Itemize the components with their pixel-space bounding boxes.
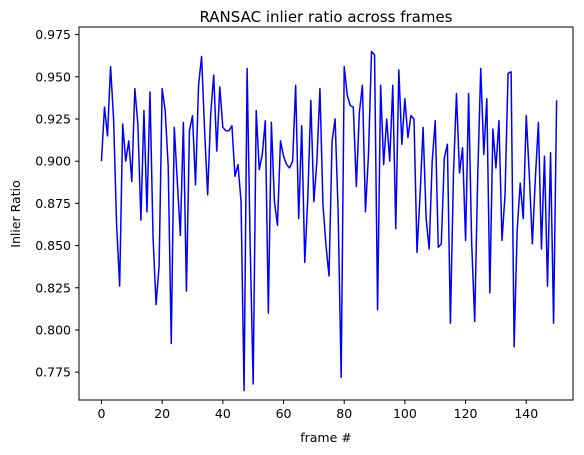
plot-area [100,50,558,392]
y-axis: 0.775 0.800 0.825 0.850 0.875 0.900 0.925 0.950… [35,27,79,380]
chart-title: RANSAC inlier ratio across frames [199,8,452,26]
x-tick-label: 140 [514,406,538,421]
y-tick-label: 0.925 [35,111,71,126]
x-tick-label: 100 [393,406,417,421]
y-tick-label: 0.900 [35,154,71,169]
x-tick-label: 120 [454,406,478,421]
x-tick-label: 80 [336,406,352,421]
y-tick-label: 0.950 [35,69,71,84]
x-axis-title: frame # [300,430,352,445]
y-axis-title: Inlier Ratio [8,180,23,247]
x-tick-label: 20 [154,406,170,421]
y-tick-label: 0.775 [35,365,71,380]
plot-frame [78,26,574,401]
x-tick-label: 60 [276,406,292,421]
x-axis: 0 20 40 60 80 100 120 140 [97,400,538,421]
inlier-ratio-line [100,50,558,392]
y-tick-label: 0.975 [35,27,71,42]
y-tick-label: 0.800 [35,322,71,337]
x-tick-label: 0 [97,406,105,421]
y-tick-label: 0.875 [35,196,71,211]
y-tick-label: 0.850 [35,238,71,253]
y-tick-label: 0.825 [35,280,71,295]
x-tick-label: 40 [215,406,231,421]
